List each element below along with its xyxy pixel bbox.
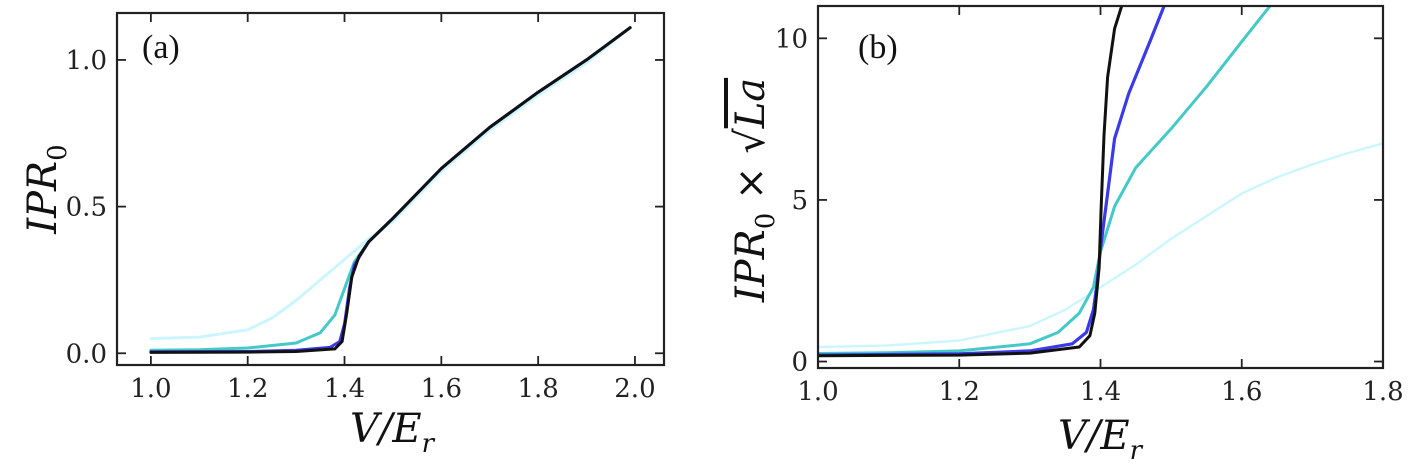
series-line-b-3 (818, 6, 1124, 358)
panel-a-frame (115, 11, 666, 367)
panel-b-xlabel: V/Er (1058, 413, 1144, 466)
series-line-a-2 (149, 26, 632, 354)
plot-area-a (149, 26, 632, 354)
series-line-a-1 (149, 26, 632, 352)
ytick-label-a-1: 0.5 (66, 193, 107, 223)
xtick-label-a-4: 1.8 (517, 374, 558, 404)
xtick-label-a-0: 1.0 (130, 374, 171, 404)
xtick-label-a-3: 1.6 (421, 374, 462, 404)
xtick-label-a-1: 1.2 (227, 374, 268, 404)
panel-b: 1.0 1.2 1.4 1.6 1.8 0 5 10 (b) IPR0 × √La V/Er (728, 4, 1404, 466)
ytick-label-b-1: 5 (791, 186, 808, 216)
series-line-a-3 (149, 26, 632, 354)
panel-a-ylabel: IPR0 (20, 144, 73, 234)
series-line-a-0 (149, 26, 632, 341)
xtick-label-a-2: 1.4 (324, 374, 365, 404)
panel-b-ylabel: IPR0 × √La (728, 78, 781, 303)
ytick-label-a-2: 1.0 (66, 46, 107, 76)
xtick-label-b-2: 1.4 (1080, 377, 1121, 407)
xtick-label-b-1: 1.2 (939, 377, 980, 407)
ytick-label-b-0: 0 (791, 348, 808, 378)
plot-area-b (818, 6, 1383, 358)
ytick-label-a-0: 0.0 (66, 339, 107, 369)
panel-a-xlabel: V/Er (350, 406, 436, 459)
xtick-label-b-0: 1.0 (797, 377, 838, 407)
panel-a-ylabel-text: IPR0 (20, 144, 73, 234)
panel-b-ylabel-text: IPR0 × √La (728, 78, 781, 303)
ticks-a: 1.0 1.2 1.4 1.6 1.8 2.0 0.0 0.5 1.0 (66, 13, 664, 404)
ticks-b: 1.0 1.2 1.4 1.6 1.8 0 5 10 (775, 6, 1404, 407)
panel-b-label: (b) (858, 29, 898, 66)
xtick-label-b-3: 1.6 (1221, 377, 1262, 407)
panel-a-label: (a) (142, 29, 180, 66)
ytick-label-b-2: 10 (775, 24, 808, 54)
panel-a: 1.0 1.2 1.4 1.6 1.8 2.0 0.0 0.5 1.0 (a) IPR0 V/E… (20, 11, 666, 459)
xtick-label-a-5: 2.0 (614, 374, 655, 404)
xtick-label-b-4: 1.8 (1362, 377, 1403, 407)
series-line-b-0 (818, 142, 1383, 349)
